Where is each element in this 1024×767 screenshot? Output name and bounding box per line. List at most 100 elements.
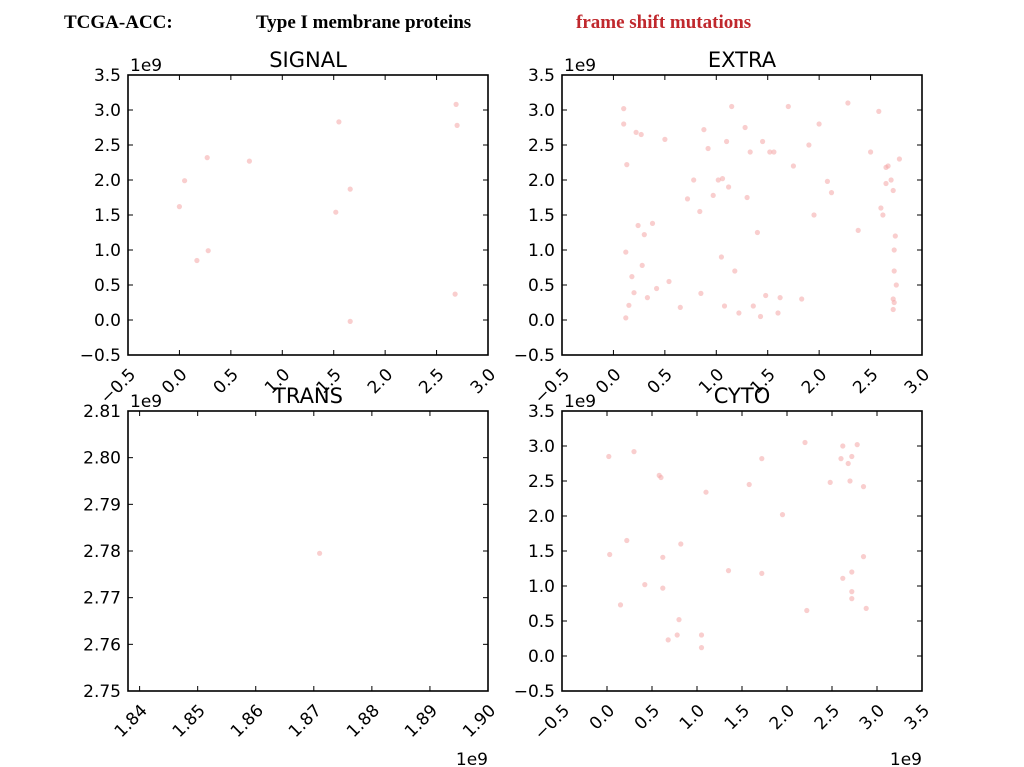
- data-point: [453, 101, 459, 107]
- data-point: [891, 299, 897, 306]
- y-tick-label: 3.5: [528, 402, 555, 422]
- data-point: [204, 155, 210, 161]
- data-point: [705, 145, 711, 152]
- y-tick-label: 1.0: [528, 577, 555, 597]
- x-tick-label: 0.0: [586, 701, 619, 734]
- data-point: [729, 103, 735, 110]
- data-point: [623, 315, 629, 321]
- data-point: [742, 124, 748, 131]
- x-tick-label: 2.0: [766, 701, 799, 734]
- data-point: [678, 541, 684, 547]
- y-tick-label: 1.0: [94, 241, 121, 261]
- x-tick-label: 0.5: [631, 701, 664, 734]
- x-tick-label: 1.89: [401, 701, 442, 742]
- data-point: [890, 187, 896, 194]
- x-tick-label: 3.0: [467, 365, 500, 398]
- data-point: [759, 456, 765, 462]
- data-point: [333, 209, 339, 215]
- y-offset-label: 1e9: [130, 392, 162, 412]
- data-point: [827, 479, 833, 485]
- data-point: [779, 511, 786, 518]
- y-tick-label: 1.0: [528, 241, 555, 261]
- data-point: [676, 617, 682, 623]
- data-point: [880, 212, 886, 218]
- y-tick-label: 0.5: [528, 612, 555, 632]
- data-point: [891, 247, 897, 253]
- y-tick-label: 2.0: [528, 507, 555, 527]
- y-tick-label: 3.0: [528, 437, 555, 457]
- x-tick-label: 3.0: [856, 701, 889, 734]
- data-point: [246, 158, 252, 164]
- data-point: [698, 290, 704, 296]
- x-tick-label: 2.5: [415, 365, 448, 398]
- data-point: [641, 232, 647, 238]
- data-point: [845, 460, 851, 467]
- data-point: [828, 190, 835, 196]
- y-tick-label: −0.5: [514, 346, 555, 366]
- y-tick-label: 0.0: [94, 311, 121, 331]
- data-point: [868, 149, 874, 155]
- panel-title: SIGNAL: [269, 48, 347, 72]
- axes-frame: [561, 74, 923, 356]
- x-tick-label: 1.86: [227, 701, 268, 742]
- data-point: [454, 122, 460, 128]
- x-tick-label: 0.0: [592, 365, 625, 398]
- data-point: [883, 180, 889, 187]
- data-point: [763, 292, 769, 299]
- data-point: [649, 220, 656, 226]
- data-point: [194, 257, 200, 264]
- data-point: [710, 192, 716, 198]
- y-tick-label: 2.79: [83, 495, 121, 515]
- data-point: [621, 106, 627, 112]
- x-tick-label: 2.0: [364, 365, 397, 398]
- data-point: [674, 632, 680, 638]
- data-point: [654, 285, 660, 292]
- data-point: [639, 262, 645, 268]
- data-point: [701, 127, 707, 133]
- x-offset-label: 1e9: [456, 750, 488, 767]
- data-point: [660, 585, 666, 591]
- y-tick-label: 1.5: [528, 206, 555, 226]
- x-tick-label: 0.0: [158, 365, 191, 398]
- data-point: [736, 310, 742, 316]
- data-point: [840, 575, 846, 581]
- y-tick-label: 1.5: [94, 206, 121, 226]
- data-point: [697, 208, 703, 215]
- data-point: [715, 177, 721, 183]
- data-point: [698, 632, 705, 638]
- data-point: [684, 196, 691, 202]
- data-point: [317, 550, 323, 556]
- panel-trans: 1.84 1.85 1.86 1.87 1.88 1.89 1.90 2.75 2.76 2.77…: [83, 384, 500, 767]
- data-point: [336, 119, 342, 125]
- data-point: [631, 290, 637, 296]
- data-point: [725, 568, 732, 574]
- data-point: [452, 291, 458, 297]
- x-tick-label: 0.5: [644, 365, 677, 398]
- y-tick-label: 2.76: [83, 635, 121, 655]
- x-tick-label: 1.87: [285, 701, 326, 742]
- data-point: [666, 278, 672, 285]
- data-point: [623, 249, 629, 255]
- data-point: [790, 163, 797, 169]
- x-tick-label: 2.5: [849, 365, 882, 398]
- data-point: [777, 295, 783, 301]
- data-point: [757, 313, 764, 320]
- data-point: [854, 442, 860, 448]
- y-tick-label: 1.5: [528, 542, 555, 562]
- data-point: [205, 248, 211, 254]
- data-point: [759, 570, 765, 577]
- data-point: [845, 100, 851, 106]
- y-tick-label: −0.5: [514, 682, 555, 702]
- data-point: [802, 439, 808, 446]
- data-point: [799, 296, 805, 302]
- x-tick-label: 3.5: [901, 701, 934, 734]
- data-point: [849, 569, 855, 575]
- data-point: [719, 176, 726, 182]
- data-point: [849, 453, 855, 460]
- data-point: [660, 554, 666, 560]
- data-point: [182, 178, 188, 184]
- panel-cyto: −0.5 0.0 0.5 1.0 1.5 2.0 2.5 3.0 3.5 −0.5 0.0 0.5 1.…: [514, 384, 934, 767]
- panel-title: TRANS: [272, 384, 343, 408]
- data-point: [806, 142, 812, 148]
- data-point: [631, 449, 637, 455]
